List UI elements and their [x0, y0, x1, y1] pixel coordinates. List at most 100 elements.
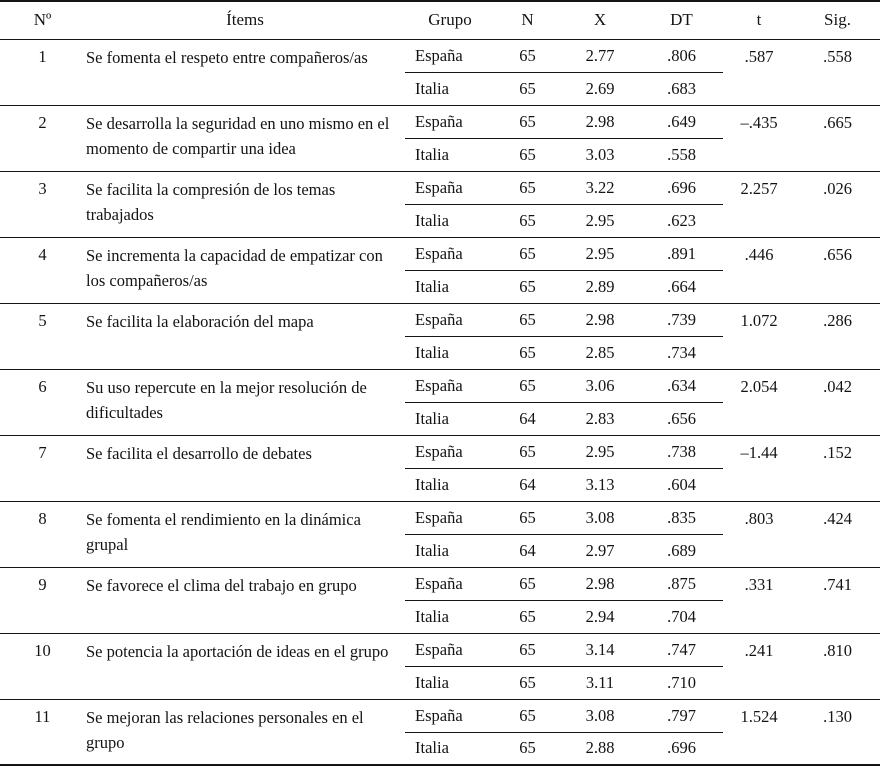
group-label: Italia	[415, 408, 449, 428]
t-value: .803	[744, 508, 774, 528]
sd-value: .891	[640, 237, 723, 271]
n-value: 65	[495, 237, 560, 271]
group-label: Italia	[415, 276, 449, 296]
table-row-italy: Italia 65 2.85 .734	[0, 336, 880, 369]
item-text: Se facilita la compresión de los temas t…	[86, 179, 336, 224]
sig-value: .810	[823, 640, 852, 660]
sd-value: .664	[667, 276, 696, 296]
mean-value: 3.14	[560, 633, 640, 667]
sig-value: .286	[823, 310, 852, 330]
mean-value: 2.85	[585, 342, 615, 362]
mean-value: 3.22	[560, 171, 640, 205]
item-number: 4	[38, 244, 47, 264]
item-block: 7 Se facilita el desarrollo de debates E…	[0, 435, 880, 501]
table-row-spain: 8 Se fomenta el rendimiento en la dinámi…	[0, 501, 880, 554]
sd-value: .558	[667, 144, 696, 164]
n-value: 65	[519, 342, 536, 362]
n-value: 65	[495, 171, 560, 205]
item-text: Se facilita el desarrollo de debates	[86, 443, 312, 463]
mean-value: 2.83	[585, 408, 615, 428]
mean-value: 3.08	[560, 699, 640, 733]
sig-value: .741	[823, 574, 852, 594]
group-label: España	[405, 501, 495, 535]
t-value: 1.524	[740, 706, 778, 726]
table-row-spain: 3 Se facilita la compresión de los temas…	[0, 171, 880, 224]
mean-value: 3.03	[585, 144, 615, 164]
n-value: 65	[519, 276, 536, 296]
n-value: 65	[495, 303, 560, 337]
column-header-items: Ítems	[85, 1, 405, 40]
sig-value: .130	[823, 706, 852, 726]
table-row-italy: Italia 65 2.95 .623	[0, 204, 880, 237]
table-row-spain: 6 Su uso repercute en la mejor resolució…	[0, 369, 880, 422]
sig-value: .026	[823, 178, 852, 198]
sd-value: .696	[667, 738, 696, 758]
mean-value: 2.95	[560, 435, 640, 469]
sig-value: .656	[823, 244, 852, 264]
item-text: Su uso repercute en la mejor resolución …	[86, 377, 367, 422]
n-value: 65	[495, 105, 560, 139]
sig-value: .424	[823, 508, 852, 528]
mean-value: 2.98	[560, 567, 640, 601]
group-label: Italia	[415, 672, 449, 692]
t-value: .587	[744, 46, 774, 66]
mean-value: 2.97	[585, 540, 615, 560]
sd-value: .806	[640, 39, 723, 73]
group-label: Italia	[415, 474, 449, 494]
item-number: 1	[38, 46, 47, 66]
sd-value: .797	[640, 699, 723, 733]
item-number: 5	[38, 310, 47, 330]
t-value: .331	[744, 574, 774, 594]
column-header-sig: Sig.	[795, 1, 880, 40]
group-label: Italia	[415, 342, 449, 362]
column-header-dt: DT	[640, 1, 723, 40]
table-row-spain: 7 Se facilita el desarrollo de debates E…	[0, 435, 880, 469]
table-header: Nº Ítems Grupo N X DT t Sig.	[0, 1, 880, 40]
table-row-spain: 11 Se mejoran las relaciones personales …	[0, 699, 880, 752]
table-row-spain: 5 Se facilita la elaboración del mapa Es…	[0, 303, 880, 337]
t-value: 2.257	[740, 178, 778, 198]
table-row-spain: 9 Se favorece el clima del trabajo en gr…	[0, 567, 880, 601]
group-label: España	[405, 105, 495, 139]
table-row-italy: Italia 65 2.69 .683	[0, 72, 880, 105]
group-label: Italia	[415, 540, 449, 560]
sd-value: .689	[667, 540, 696, 560]
n-value: 65	[519, 606, 536, 626]
n-value: 65	[495, 567, 560, 601]
sd-value: .683	[667, 78, 696, 98]
n-value: 64	[519, 540, 536, 560]
n-value: 64	[519, 408, 536, 428]
item-block: 4 Se incrementa la capacidad de empatiza…	[0, 237, 880, 303]
t-value: .241	[744, 640, 774, 660]
item-number: 11	[34, 706, 51, 726]
n-value: 65	[495, 501, 560, 535]
group-label: España	[405, 171, 495, 205]
item-number: 9	[38, 574, 47, 594]
table-row-spain: 10 Se potencia la aportación de ideas en…	[0, 633, 880, 667]
mean-value: 2.95	[560, 237, 640, 271]
mean-value: 3.06	[560, 369, 640, 403]
n-value: 65	[495, 699, 560, 733]
mean-value: 2.77	[560, 39, 640, 73]
mean-value: 2.98	[560, 105, 640, 139]
item-block: 10 Se potencia la aportación de ideas en…	[0, 633, 880, 699]
sig-value: .152	[823, 442, 852, 462]
group-label: España	[405, 303, 495, 337]
table-row-spain: 2 Se desarrolla la seguridad en uno mism…	[0, 105, 880, 158]
item-number: 8	[38, 508, 47, 528]
n-value: 65	[495, 39, 560, 73]
item-number: 2	[38, 112, 47, 132]
sig-value: .558	[823, 46, 852, 66]
group-label: Italia	[415, 210, 449, 230]
n-value: 65	[519, 672, 536, 692]
column-header-grupo: Grupo	[405, 1, 495, 40]
item-text: Se mejoran las relaciones personales en …	[86, 707, 364, 752]
sd-value: .734	[667, 342, 696, 362]
t-value: .446	[744, 244, 774, 264]
sd-value: .649	[640, 105, 723, 139]
header-row: Nº Ítems Grupo N X DT t Sig.	[0, 1, 880, 40]
item-text: Se fomenta el rendimiento en la dinámica…	[86, 509, 361, 554]
mean-value: 2.69	[585, 78, 615, 98]
item-block: 1 Se fomenta el respeto entre compañeros…	[0, 39, 880, 105]
item-number: 10	[34, 640, 51, 660]
